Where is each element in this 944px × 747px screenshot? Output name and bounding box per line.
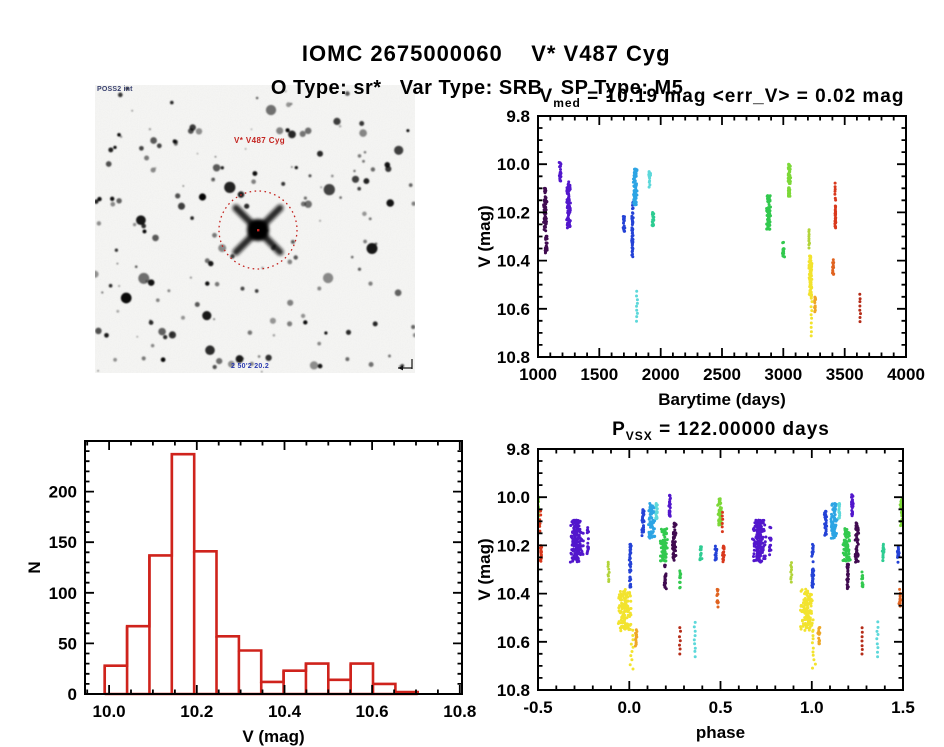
lightcurve-xtick-label: 4000 (887, 365, 925, 384)
page-title-text: IOMC 2675000060 V* V487 Cyg (301, 41, 671, 66)
page-title: IOMC 2675000060 V* V487 Cyg (0, 15, 944, 93)
phase-xtick-label: 1.0 (800, 698, 824, 717)
histogram-xtick-label: 10.2 (180, 702, 213, 721)
lightcurve-ytick-label: 10.0 (497, 155, 530, 174)
lightcurve-ytick-label: 10.8 (497, 348, 530, 367)
phase-ytick-label: 10.6 (497, 633, 530, 652)
lightcurve-xtick-label: 3000 (764, 365, 802, 384)
finder-survey-label: POSS2 int (97, 86, 133, 93)
lightcurve-ytick-label: 9.8 (506, 107, 530, 126)
phase-xtick-label: 0.0 (617, 698, 641, 717)
phase-title-pre: P (612, 419, 626, 440)
lightcurve-xtick-label: 2500 (703, 365, 741, 384)
phase-ytick-label: 9.8 (506, 440, 530, 459)
phase-ytick-label: 10.0 (497, 488, 530, 507)
lightcurve-xtick-label: 2000 (642, 365, 680, 384)
phase-plot: -0.5 0.0 0.5 1.0 1.5 9.8 10.0 10.2 10.4 10.6 10.8 p… (475, 440, 915, 742)
phase-xtick-label: 1.5 (891, 698, 915, 717)
phase-ytick-label: 10.2 (497, 536, 530, 555)
phase-title: PVSX = 122.00000 days (538, 419, 904, 443)
star-field (95, 86, 415, 373)
histogram-ytick-label: 50 (58, 634, 77, 653)
phase-points (539, 493, 902, 671)
phase-title-sub: VSX (625, 428, 653, 443)
lightcurve-title: Vmed = 10.19 mag <err_V> = 0.02 mag (502, 86, 942, 110)
lightcurve-xtick-label: 1000 (519, 365, 557, 384)
histogram-xtick-label: 10.0 (93, 702, 126, 721)
phase-ylabel: V (mag) (475, 538, 494, 600)
lightcurve-title-sub: med (553, 95, 581, 110)
histogram-outline (103, 452, 419, 694)
lightcurve-xlabel: Barytime (days) (658, 390, 786, 409)
phase-ytick-label: 10.4 (497, 585, 531, 604)
lightcurve-plot: 1000 1500 2000 2500 3000 3500 4000 9.8 10.0 10.2 1… (475, 107, 925, 409)
compass-icon (398, 359, 413, 371)
histogram-ylabel: N (25, 561, 44, 573)
phase-ytick-label: 10.8 (497, 681, 530, 700)
target-circle (218, 190, 298, 270)
lightcurve-points (542, 161, 862, 338)
histogram-ytick-label: 150 (49, 533, 77, 552)
lightcurve-title-post: = 10.19 mag <err_V> = 0.02 mag (580, 86, 905, 107)
histogram-xlabel: V (mag) (242, 727, 304, 746)
lightcurve-ytick-label: 10.6 (497, 300, 530, 319)
phase-title-post: = 122.00000 days (652, 419, 830, 440)
page-subtitle-text: O Type: sr* Var Type: SRB SP Type: M5 (270, 77, 684, 99)
lightcurve-ylabel: V (mag) (475, 205, 494, 267)
histogram-xtick-label: 10.6 (356, 702, 389, 721)
lightcurve-ytick-label: 10.2 (497, 203, 530, 222)
finder-coord-label: 2 50'2 20.2 (231, 363, 270, 370)
histogram-plot: 10.0 10.2 10.4 10.6 10.8 0 50 100 150 200 V (mag) N (25, 440, 476, 746)
phase-xtick-label: 0.5 (709, 698, 733, 717)
phase-xtick-label: -0.5 (523, 698, 552, 717)
lightcurve-xtick-label: 1500 (580, 365, 618, 384)
histogram-ytick-label: 100 (49, 584, 77, 603)
histogram-ytick-label: 200 (49, 483, 77, 502)
lightcurve-ytick-label: 10.4 (497, 252, 531, 271)
finder-target-label: V* V487 Cyg (234, 136, 286, 145)
finder-chart (95, 85, 415, 373)
histogram-xtick-label: 10.4 (268, 702, 302, 721)
lightcurve-xtick-label: 3500 (826, 365, 864, 384)
histogram-xtick-label: 10.8 (443, 702, 476, 721)
lightcurve-title-pre: V (539, 86, 554, 107)
page-subtitle: O Type: sr* Var Type: SRB SP Type: M5 (0, 54, 930, 123)
histogram-ytick-label: 0 (68, 685, 77, 704)
phase-xlabel: phase (696, 723, 745, 742)
